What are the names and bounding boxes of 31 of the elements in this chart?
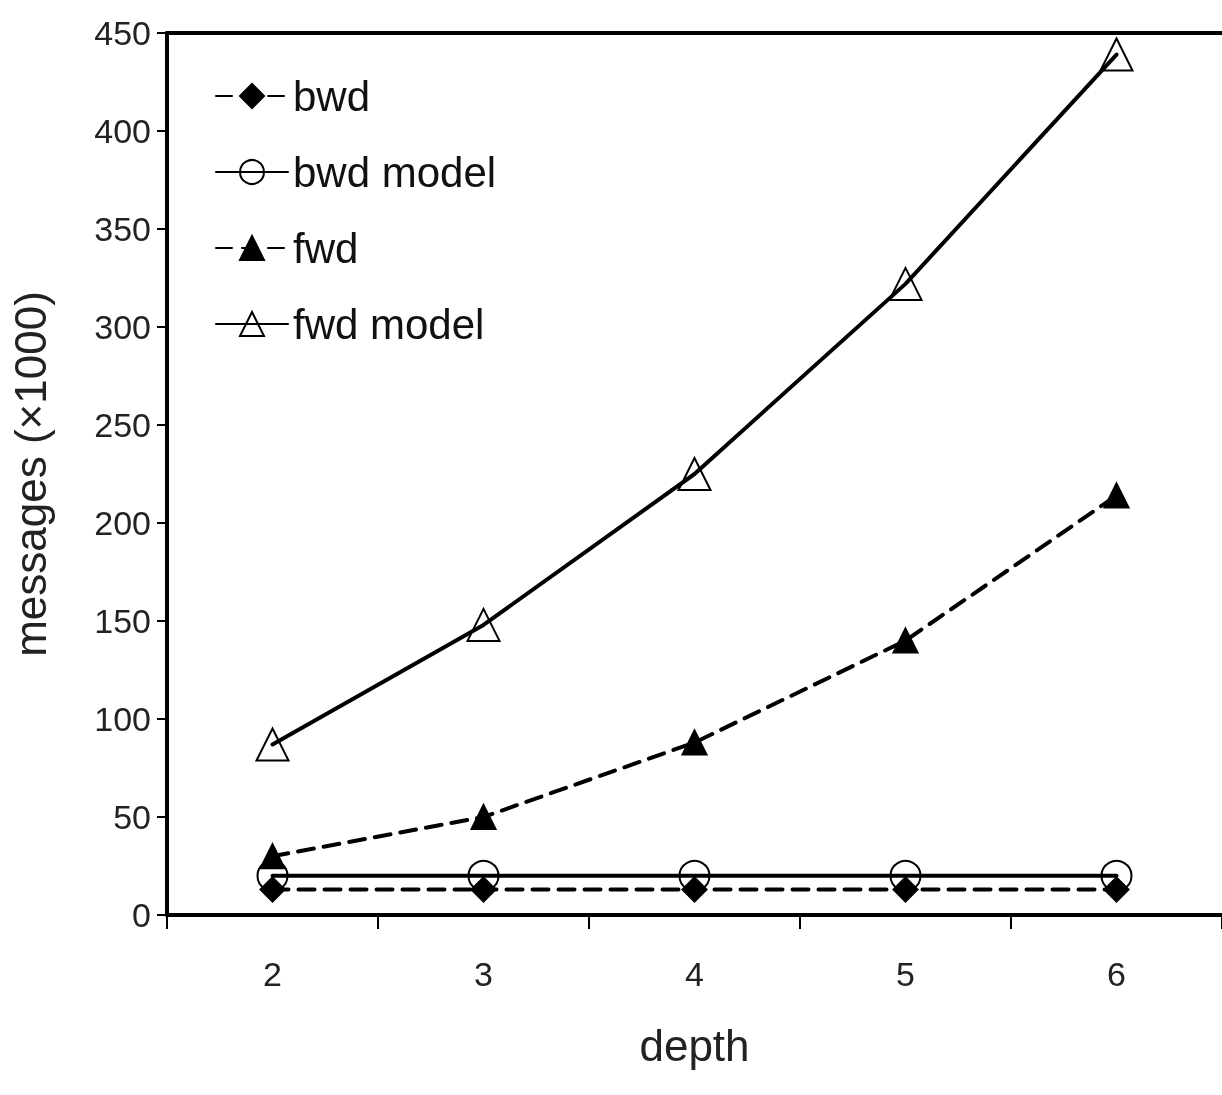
y-tick-label: 350 — [94, 210, 151, 248]
point — [677, 457, 712, 491]
point — [259, 843, 286, 870]
point — [466, 607, 501, 642]
y-tick-label: 150 — [94, 602, 151, 640]
point — [470, 804, 497, 830]
point — [892, 627, 919, 654]
x-tick-label: 3 — [474, 955, 493, 993]
y-tick-label: 400 — [94, 112, 151, 150]
x-axis-title: depth — [639, 1020, 750, 1070]
point — [255, 727, 290, 762]
point — [1099, 37, 1134, 72]
y-tick-label: 100 — [94, 700, 151, 738]
y-tick-label: 50 — [113, 798, 151, 836]
x-tick-label: 2 — [263, 955, 282, 993]
y-axis-title: messages (×1000) — [5, 291, 55, 657]
y-tick-label: 200 — [94, 504, 151, 542]
legend-label: fwd model — [293, 300, 485, 348]
x-tick-label: 5 — [896, 955, 915, 993]
y-tick-label: 300 — [94, 308, 151, 346]
x-tick-label: 6 — [1107, 955, 1126, 993]
y-tick-label: 250 — [94, 406, 151, 444]
legend-label: fwd — [293, 224, 359, 272]
point — [681, 729, 708, 756]
y-tick-label: 450 — [94, 14, 151, 52]
x-tick-label: 4 — [685, 955, 704, 993]
point — [888, 266, 923, 301]
legend-label: bwd — [293, 72, 371, 120]
legend-label: bwd model — [293, 148, 497, 196]
point — [1103, 482, 1130, 509]
y-tick-label: 0 — [132, 896, 151, 934]
